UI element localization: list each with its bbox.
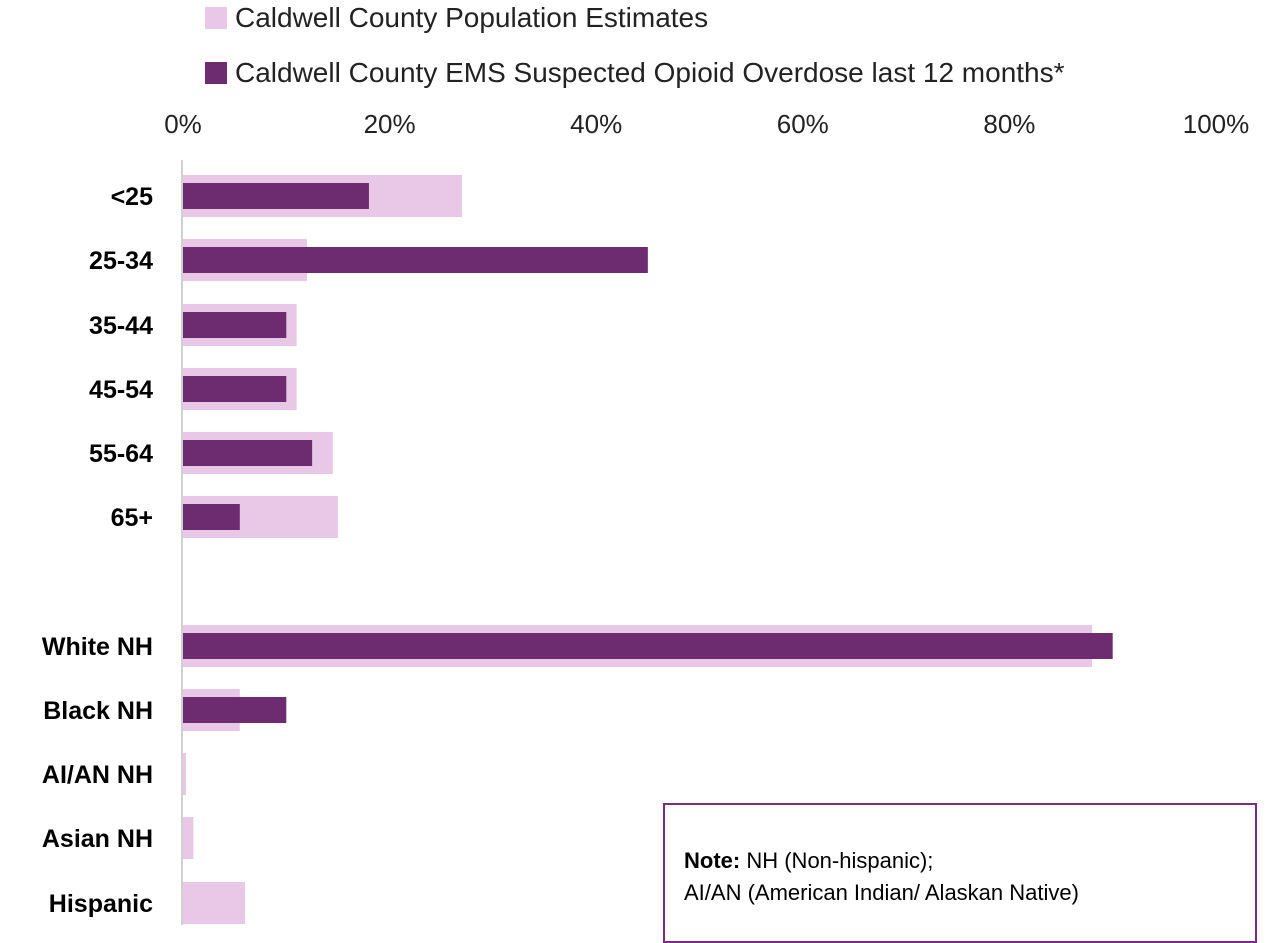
x-tick-label: 60%	[777, 109, 829, 139]
category-label: AI/AN NH	[42, 761, 153, 789]
note-label: Note:	[684, 848, 741, 873]
note-line-1: NH (Non-hispanic);	[746, 848, 934, 873]
bar-ems	[183, 183, 369, 209]
bar-population	[183, 817, 194, 859]
x-tick-label: 0%	[164, 109, 202, 139]
note-box: Note: NH (Non-hispanic); AI/AN (American…	[663, 803, 1257, 943]
category-label: Hispanic	[49, 890, 153, 918]
x-tick-label: 20%	[364, 109, 416, 139]
bar-ems	[183, 697, 287, 723]
x-tick-label: 80%	[983, 109, 1035, 139]
category-label: 45-54	[89, 376, 153, 404]
legend-swatch-ems	[205, 62, 227, 84]
legend-item-population: Caldwell County Population Estimates	[205, 2, 708, 34]
category-label: Asian NH	[42, 825, 153, 853]
category-label: 55-64	[89, 440, 153, 468]
bar-ems	[183, 376, 287, 402]
bar-ems	[183, 504, 240, 530]
bar-population	[183, 882, 245, 924]
bar-population	[183, 753, 187, 795]
note-line-2: AI/AN (American Indian/ Alaskan Native)	[684, 880, 1079, 905]
category-label: Black NH	[43, 697, 153, 725]
bar-ems	[183, 312, 287, 338]
category-label: 25-34	[89, 247, 153, 275]
category-label: White NH	[42, 633, 153, 661]
x-tick-label: 100%	[1183, 109, 1250, 139]
category-label: 65+	[111, 504, 153, 532]
x-tick-label: 40%	[570, 109, 622, 139]
legend-label-ems: Caldwell County EMS Suspected Opioid Ove…	[235, 57, 1065, 88]
category-label: <25	[111, 183, 154, 211]
legend-swatch-population	[205, 7, 227, 29]
bar-ems	[183, 247, 648, 273]
legend-item-ems: Caldwell County EMS Suspected Opioid Ove…	[205, 57, 1065, 89]
category-label: 35-44	[89, 312, 153, 340]
bar-ems	[183, 440, 313, 466]
legend-label-population: Caldwell County Population Estimates	[235, 2, 709, 33]
bar-ems	[183, 633, 1113, 659]
